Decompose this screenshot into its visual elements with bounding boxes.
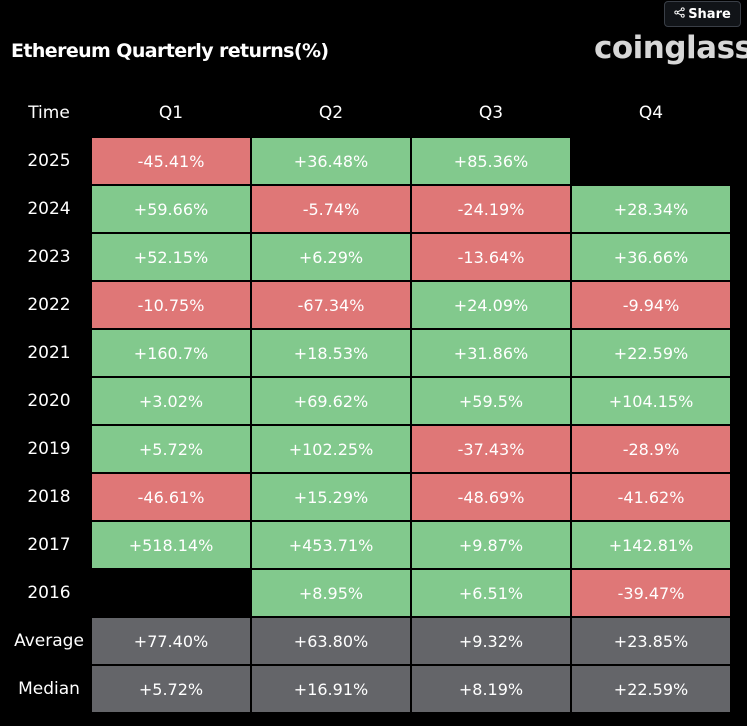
summary-cell-average-q2: +63.80% — [252, 617, 410, 665]
return-cell-2017-q3: +9.87% — [412, 521, 570, 569]
return-cell-2017-q1: +518.14% — [92, 521, 250, 569]
coinglass-logo: coinglass — [594, 30, 747, 66]
return-cell-2017-q4: +142.81% — [572, 521, 730, 569]
return-cell-2025-q1: -45.41% — [92, 137, 250, 185]
summary-cell-median-q3: +8.19% — [412, 665, 570, 713]
return-cell-2023-q1: +52.15% — [92, 233, 250, 281]
row-label-2023: 2023 — [8, 233, 90, 281]
summary-cell-median-q4: +22.59% — [572, 665, 730, 713]
row-label-2018: 2018 — [8, 473, 90, 521]
return-cell-2024-q4: +28.34% — [572, 185, 730, 233]
column-header-q3: Q3 — [412, 89, 570, 137]
return-cell-2021-q2: +18.53% — [252, 329, 410, 377]
row-label-median: Median — [8, 665, 90, 713]
return-cell-2021-q3: +31.86% — [412, 329, 570, 377]
return-cell-2020-q4: +104.15% — [572, 377, 730, 425]
return-cell-2021-q4: +22.59% — [572, 329, 730, 377]
column-header-time: Time — [8, 89, 90, 137]
return-cell-2017-q2: +453.71% — [252, 521, 410, 569]
share-label: Share — [688, 6, 731, 22]
summary-cell-average-q4: +23.85% — [572, 617, 730, 665]
return-cell-2018-q2: +15.29% — [252, 473, 410, 521]
column-header-q2: Q2 — [252, 89, 410, 137]
return-cell-2020-q3: +59.5% — [412, 377, 570, 425]
return-cell-2018-q1: -46.61% — [92, 473, 250, 521]
row-label-2019: 2019 — [8, 425, 90, 473]
return-cell-2021-q1: +160.7% — [92, 329, 250, 377]
return-cell-2024-q3: -24.19% — [412, 185, 570, 233]
summary-cell-median-q1: +5.72% — [92, 665, 250, 713]
row-label-2020: 2020 — [8, 377, 90, 425]
share-button[interactable]: Share — [664, 1, 741, 27]
row-label-2016: 2016 — [8, 569, 90, 617]
return-cell-2022-q4: -9.94% — [572, 281, 730, 329]
return-cell-2025-q3: +85.36% — [412, 137, 570, 185]
return-cell-2022-q2: -67.34% — [252, 281, 410, 329]
return-cell-2018-q3: -48.69% — [412, 473, 570, 521]
return-cell-2024-q2: -5.74% — [252, 185, 410, 233]
row-label-2017: 2017 — [8, 521, 90, 569]
row-label-2025: 2025 — [8, 137, 90, 185]
return-cell-2019-q1: +5.72% — [92, 425, 250, 473]
return-cell-2025-q2: +36.48% — [252, 137, 410, 185]
returns-grid: Time Q1 Q2 Q3 Q4 2025 -45.41% +36.48% +85.36% 202… — [8, 89, 730, 713]
row-label-2024: 2024 — [8, 185, 90, 233]
return-cell-2016-q1 — [92, 569, 250, 617]
summary-cell-average-q1: +77.40% — [92, 617, 250, 665]
return-cell-2023-q3: -13.64% — [412, 233, 570, 281]
return-cell-2019-q3: -37.43% — [412, 425, 570, 473]
return-cell-2023-q2: +6.29% — [252, 233, 410, 281]
return-cell-2023-q4: +36.66% — [572, 233, 730, 281]
return-cell-2016-q2: +8.95% — [252, 569, 410, 617]
summary-cell-median-q2: +16.91% — [252, 665, 410, 713]
return-cell-2020-q2: +69.62% — [252, 377, 410, 425]
row-label-average: Average — [8, 617, 90, 665]
return-cell-2016-q3: +6.51% — [412, 569, 570, 617]
column-header-q4: Q4 — [572, 89, 730, 137]
return-cell-2016-q4: -39.47% — [572, 569, 730, 617]
returns-table: Time Q1 Q2 Q3 Q4 2025 -45.41% +36.48% +85.36% 202… — [8, 89, 730, 713]
share-icon — [674, 6, 685, 22]
row-label-2022: 2022 — [8, 281, 90, 329]
return-cell-2024-q1: +59.66% — [92, 185, 250, 233]
column-header-q1: Q1 — [92, 89, 250, 137]
page-title: Ethereum Quarterly returns(%) — [11, 40, 329, 62]
return-cell-2020-q1: +3.02% — [92, 377, 250, 425]
row-label-2021: 2021 — [8, 329, 90, 377]
summary-cell-average-q3: +9.32% — [412, 617, 570, 665]
return-cell-2022-q1: -10.75% — [92, 281, 250, 329]
return-cell-2019-q2: +102.25% — [252, 425, 410, 473]
return-cell-2019-q4: -28.9% — [572, 425, 730, 473]
return-cell-2022-q3: +24.09% — [412, 281, 570, 329]
return-cell-2018-q4: -41.62% — [572, 473, 730, 521]
return-cell-2025-q4 — [572, 137, 730, 185]
